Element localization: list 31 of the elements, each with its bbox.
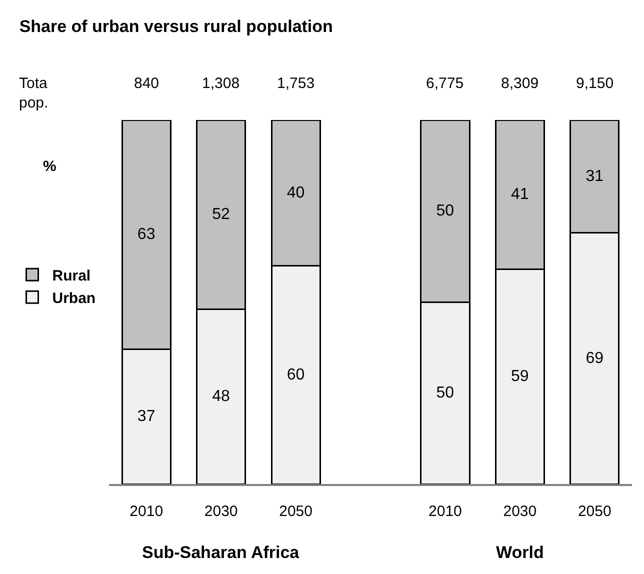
data-label: 50 [436, 202, 454, 220]
legend-label: Rural [52, 267, 91, 284]
x-tick-label: 2030 [503, 502, 537, 520]
text: World [496, 543, 544, 562]
data-label: 60 [286, 366, 305, 384]
data-label: 31 [586, 168, 604, 185]
text: Tota pop. [19, 75, 48, 112]
data-label: 59 [510, 368, 529, 386]
x-tick-label: 2050 [578, 502, 612, 520]
data-label: 63 [137, 226, 156, 244]
x-tick-label: 2030 [204, 502, 238, 520]
data-label: 48 [212, 388, 230, 406]
data-label: 41 [510, 186, 529, 204]
x-tick-label: 2050 [279, 502, 312, 520]
legend-label: Urban [52, 290, 96, 307]
data-label: 37 [137, 408, 156, 426]
data-label: 69 [586, 350, 604, 367]
x-tick-label: 2010 [130, 502, 164, 520]
text: 6,775 [426, 75, 464, 92]
chart-title: Share of urban versus rural population [19, 16, 333, 36]
text: 9,150 [576, 75, 614, 92]
text: 1,753 [277, 75, 315, 92]
text: Sub-Saharan Africa [142, 543, 300, 562]
text: 8,309 [501, 75, 539, 92]
data-label: 50 [436, 384, 454, 402]
text: 840 [134, 75, 160, 92]
y-axis-title: % [43, 158, 56, 175]
x-tick-label: 2010 [428, 502, 462, 520]
data-label: 52 [212, 206, 230, 224]
data-label: 40 [286, 184, 305, 202]
text: 1,308 [202, 75, 240, 92]
